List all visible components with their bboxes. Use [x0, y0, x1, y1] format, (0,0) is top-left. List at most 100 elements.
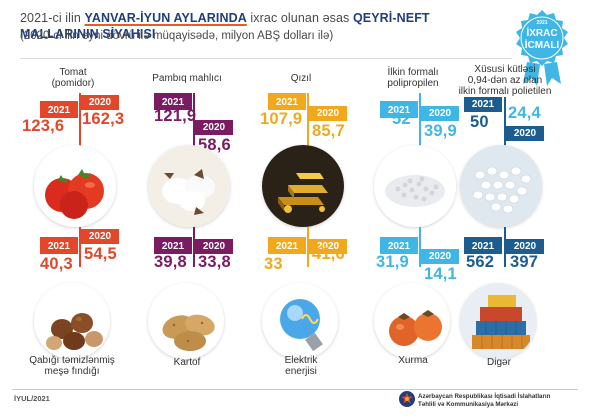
value-2021: 50	[470, 113, 489, 131]
year-2020-tag: 2020	[195, 120, 233, 135]
product-label: Digər	[487, 357, 511, 368]
year-2021-tag: 2021	[154, 95, 192, 110]
value-2021: 121,9	[154, 107, 197, 125]
year-2021-tag: 2021	[268, 239, 306, 254]
connector-line	[307, 227, 309, 267]
value-2020: 162,3	[82, 110, 125, 128]
product-other: 2021 2020 562 397 Digər	[450, 225, 560, 375]
gold-photo	[262, 145, 344, 227]
year-2021-tag: 2021	[380, 103, 418, 118]
product-label: Tomat (pomidor)	[51, 67, 95, 89]
value-2020: 85,7	[312, 122, 345, 140]
year-2020-tag: 2020	[195, 239, 233, 254]
connector-line	[504, 227, 506, 267]
product-label: Qabığı təmizlənmiş meşə fındığı	[29, 355, 115, 377]
value-2020: 33,8	[198, 253, 231, 271]
badge-line1: İXRAC	[526, 28, 558, 39]
year-2021-tag: 2021	[40, 103, 78, 118]
value-2021: 107,9	[260, 110, 303, 128]
product-polyethylene: Xüsusi kütləsi 0,94-dən az olan ilkin fo…	[450, 60, 560, 227]
year-2021-tag: 2021	[40, 239, 78, 254]
lightbulb-photo	[262, 283, 338, 359]
value-2020: 14,1	[424, 265, 457, 283]
product-electricity: 2021 2020 33 41,6 Elektrik enerjisi	[246, 225, 356, 377]
persimmon-photo	[374, 283, 450, 359]
product-label: Xurma	[398, 355, 428, 366]
value-2021: 562	[466, 253, 495, 271]
badge-year: 2021	[536, 20, 548, 26]
containers-photo	[460, 283, 536, 359]
year-2020-tag: 2020	[309, 239, 347, 254]
product-label: Pambıq mahlıcı	[152, 73, 222, 84]
product-hazelnut: 2021 2020 40,3 54,5 Qabığı təmizlənmiş m…	[18, 225, 128, 377]
product-cotton: Pambıq mahlıcı 2021 2020 121,9 58,6	[132, 60, 242, 227]
year-2020-tag: 2020	[421, 106, 459, 121]
year-2020-tag: 2020	[421, 249, 459, 264]
badge-line2: İCMALI	[524, 40, 560, 51]
value-2021: 31,9	[376, 253, 409, 271]
connector-line	[193, 227, 195, 267]
value-2020: 54,5	[84, 245, 117, 263]
connector-line	[40, 101, 78, 103]
connector-line	[380, 101, 418, 103]
year-2020-tag: 2020	[309, 106, 347, 121]
page-subtitle: (2020-ci ilin eyni dövrü ilə müqayisədə,…	[20, 30, 334, 42]
title-period: YANVAR-İYUN AYLARINDA	[84, 11, 247, 25]
product-gold: Qızıl 2021 2020 107,9 85,7	[246, 60, 356, 227]
title-part-1: 2021-ci ilin	[20, 11, 85, 25]
year-2021-tag: 2021	[154, 239, 192, 254]
title-part-2: ixrac olunan əsas	[246, 11, 353, 25]
potato-photo	[148, 283, 224, 359]
year-2021-tag: 2021	[268, 95, 306, 110]
product-label: Elektrik enerjisi	[284, 355, 318, 377]
connector-line	[79, 227, 81, 267]
product-tomato: Tomat (pomidor) 2021 2020 123,6 162,3	[18, 60, 128, 227]
product-label: Xüsusi kütləsi 0,94-dən az olan ilkin fo…	[458, 64, 552, 97]
year-2020-tag: 2020	[81, 95, 119, 110]
year-2020-tag: 2020	[506, 126, 544, 141]
connector-line	[154, 237, 192, 239]
org-line-2: Təhlili və Kommunikasiya Mərkəzi	[418, 401, 519, 408]
footer-divider	[12, 389, 578, 390]
year-2021-tag: 2021	[380, 239, 418, 254]
cotton-photo	[148, 145, 230, 227]
product-label: İlkin formalı polipropilen	[387, 67, 439, 89]
state-emblem-icon	[398, 390, 416, 408]
page-title: 2021-ci ilin YANVAR-İYUN AYLARINDA ixrac…	[20, 10, 500, 42]
product-polypropylene: İlkin formalı polipropilen 2021 2020 52 …	[358, 60, 468, 227]
value-2021: 52	[392, 110, 411, 128]
product-potato: 2021 2020 39,8 33,8 Kartof	[132, 225, 242, 375]
polyethylene-photo	[460, 145, 542, 227]
title-subject: QEYRİ-NEFT MALLARININ SİYAHISI	[20, 11, 430, 41]
connector-line	[268, 237, 306, 239]
connector-line	[154, 93, 192, 95]
hazelnut-photo	[34, 283, 110, 359]
value-2021: 40,3	[40, 255, 73, 273]
value-2020: 41,6	[312, 245, 345, 263]
value-2020: 24,4	[508, 104, 541, 122]
value-2020: 397	[510, 253, 539, 271]
connector-line	[40, 237, 78, 239]
value-2021: 33	[264, 255, 283, 273]
polypropylene-photo	[374, 145, 456, 227]
tomato-photo	[34, 145, 116, 227]
connector-line	[419, 227, 421, 267]
year-2020-tag: 2020	[81, 229, 119, 244]
product-persimmon: 2021 2020 31,9 14,1 Xurma	[358, 225, 468, 375]
value-2021: 123,6	[22, 117, 65, 135]
year-2021-tag: 2021	[464, 239, 502, 254]
publication-date: İYUL/2021	[14, 394, 50, 403]
year-2021-tag: 2021	[464, 97, 502, 112]
export-review-badge: 2021 İXRAC İCMALI	[513, 8, 571, 88]
connector-line	[268, 93, 306, 95]
value-2021: 39,8	[154, 253, 187, 271]
header-divider	[20, 58, 512, 59]
organization-name: Azərbaycan Respublikası İqtisadi İslahat…	[418, 393, 578, 409]
product-label: Qızıl	[290, 73, 312, 84]
value-2020: 39,9	[424, 122, 457, 140]
year-2020-tag: 2020	[506, 239, 544, 254]
connector-line	[464, 237, 502, 239]
org-line-1: Azərbaycan Respublikası İqtisadi İslahat…	[418, 393, 551, 400]
connector-line	[380, 237, 418, 239]
product-label: Kartof	[173, 357, 201, 368]
